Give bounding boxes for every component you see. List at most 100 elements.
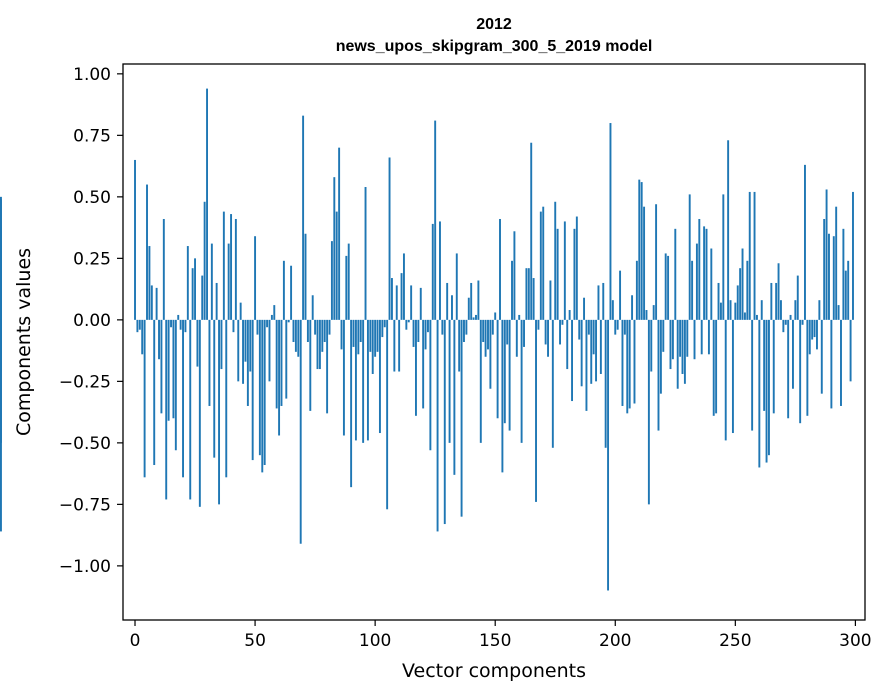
bar bbox=[357, 319, 360, 355]
bar bbox=[638, 179, 641, 320]
bar bbox=[218, 319, 221, 505]
bar bbox=[479, 319, 482, 443]
bar bbox=[487, 319, 489, 350]
bar bbox=[760, 300, 763, 320]
bar bbox=[287, 319, 290, 323]
bar bbox=[820, 319, 823, 394]
bar-series bbox=[0, 88, 854, 591]
bar bbox=[751, 319, 754, 431]
bar bbox=[674, 228, 677, 320]
bar bbox=[499, 218, 501, 320]
bar bbox=[664, 253, 667, 320]
bar bbox=[189, 319, 192, 500]
bar bbox=[655, 204, 658, 320]
bar bbox=[770, 282, 773, 320]
x-tick-label: 250 bbox=[719, 631, 751, 651]
bar bbox=[573, 228, 576, 320]
bar bbox=[816, 319, 818, 350]
bar bbox=[508, 319, 511, 431]
y-tick-label: −0.50 bbox=[59, 434, 111, 454]
y-tick-label: 0.25 bbox=[73, 249, 111, 269]
bar bbox=[393, 319, 396, 372]
bar bbox=[309, 319, 312, 411]
bar bbox=[643, 206, 646, 320]
bar bbox=[326, 319, 329, 414]
bar bbox=[621, 319, 624, 406]
bar bbox=[292, 319, 295, 342]
chart-title: 2012 bbox=[476, 16, 512, 33]
bar bbox=[530, 142, 533, 320]
bar bbox=[203, 201, 206, 320]
bar bbox=[743, 312, 746, 320]
bar bbox=[155, 287, 158, 320]
bar bbox=[477, 280, 480, 320]
bar bbox=[676, 319, 679, 389]
bar bbox=[263, 319, 266, 466]
x-tick-label: 150 bbox=[479, 631, 511, 651]
x-tick-label: 100 bbox=[359, 631, 391, 651]
bar bbox=[559, 319, 561, 345]
bar bbox=[527, 268, 530, 320]
bar bbox=[645, 310, 648, 320]
bar bbox=[693, 319, 696, 360]
bar bbox=[551, 319, 554, 448]
bar bbox=[482, 319, 485, 342]
bar bbox=[174, 319, 177, 451]
bar bbox=[657, 319, 660, 431]
bar bbox=[395, 285, 398, 320]
bar bbox=[583, 297, 586, 320]
bar bbox=[359, 319, 362, 342]
bar bbox=[683, 319, 686, 384]
bar bbox=[808, 319, 811, 355]
bar bbox=[215, 282, 218, 320]
bar bbox=[741, 248, 744, 320]
bar bbox=[345, 255, 348, 320]
bar bbox=[602, 282, 605, 320]
bar bbox=[837, 305, 840, 320]
bar bbox=[719, 302, 722, 320]
bar bbox=[138, 319, 141, 330]
bar bbox=[597, 285, 600, 320]
chart-subtitle: news_upos_skipgram_300_5_2019 model bbox=[336, 38, 653, 55]
bar bbox=[703, 226, 706, 320]
y-tick-label: 0.50 bbox=[73, 188, 111, 208]
bar bbox=[146, 184, 148, 320]
bar bbox=[554, 201, 557, 320]
bar bbox=[828, 233, 830, 320]
bar bbox=[439, 221, 441, 320]
bar bbox=[386, 319, 389, 510]
bar bbox=[470, 282, 473, 320]
bar bbox=[609, 123, 612, 320]
bar bbox=[268, 319, 271, 382]
bar bbox=[206, 88, 208, 320]
bar bbox=[366, 319, 369, 441]
bar bbox=[237, 319, 240, 382]
bar bbox=[227, 243, 230, 320]
y-tick-label: 0.75 bbox=[73, 126, 111, 146]
bar bbox=[842, 228, 845, 320]
bar bbox=[779, 300, 782, 320]
x-axis-label: Vector components bbox=[402, 660, 586, 682]
bar bbox=[633, 319, 636, 404]
bar bbox=[458, 319, 461, 372]
bar bbox=[270, 314, 273, 320]
bar bbox=[230, 214, 233, 320]
bar bbox=[578, 319, 581, 340]
bar bbox=[460, 319, 463, 517]
bar bbox=[143, 319, 146, 478]
bar bbox=[148, 246, 151, 320]
bar bbox=[556, 228, 559, 320]
bar bbox=[0, 319, 2, 532]
bar bbox=[804, 164, 806, 320]
bar bbox=[494, 312, 497, 320]
bar bbox=[398, 319, 401, 372]
bar bbox=[731, 319, 734, 434]
bar bbox=[254, 236, 257, 320]
bar bbox=[614, 319, 617, 335]
bar bbox=[700, 319, 703, 355]
bar bbox=[261, 319, 264, 473]
bar bbox=[712, 319, 715, 416]
y-tick-label: −0.75 bbox=[59, 495, 111, 515]
x-tick-label: 0 bbox=[130, 631, 141, 651]
bar bbox=[840, 319, 842, 406]
